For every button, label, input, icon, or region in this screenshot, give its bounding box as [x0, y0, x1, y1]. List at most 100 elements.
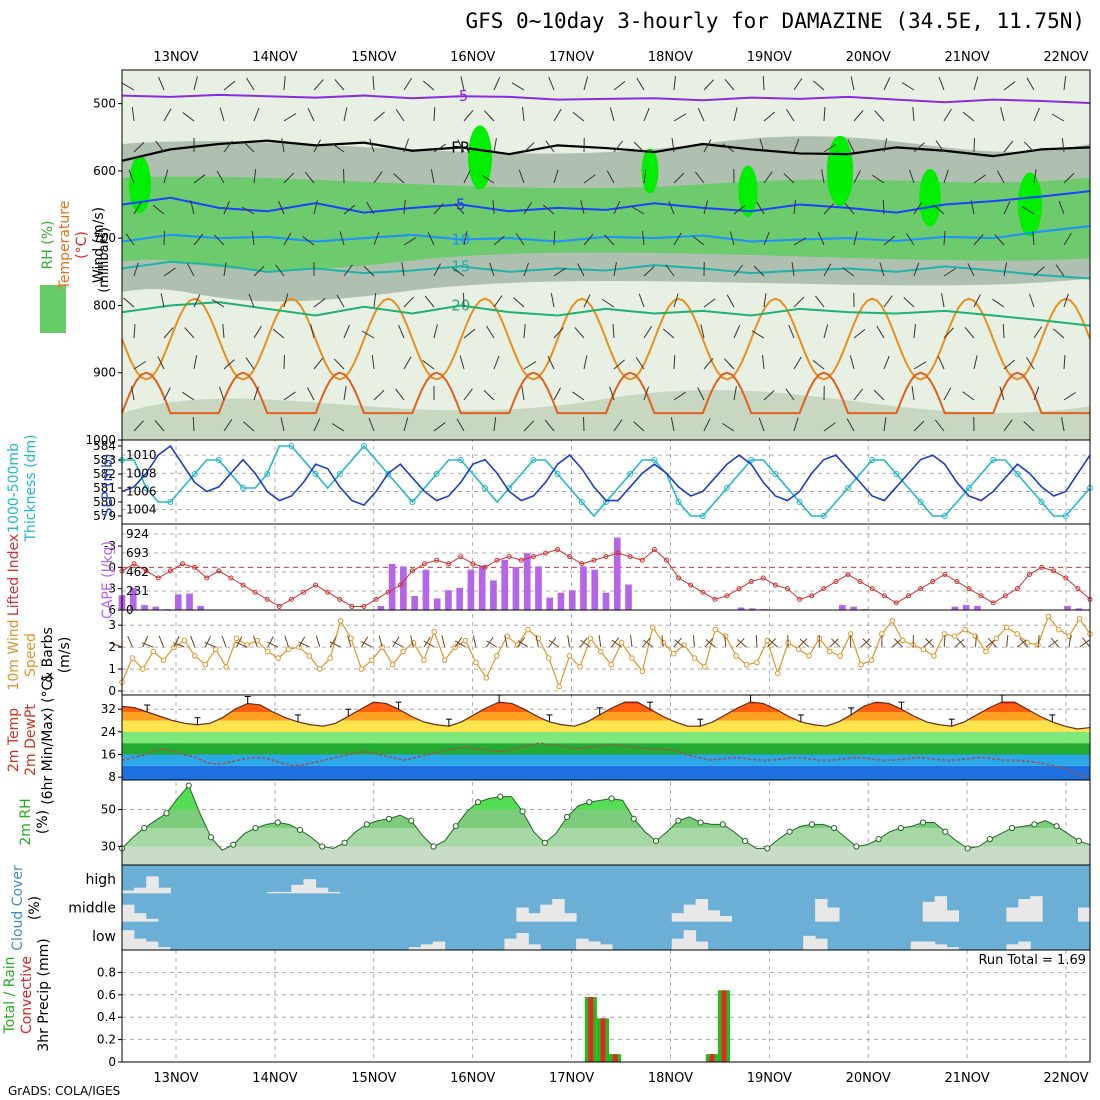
wind-barb [369, 138, 375, 153]
wind-barb [333, 358, 345, 370]
date-label-bottom: 16NOV [450, 1071, 495, 1086]
tick-label: 0 [108, 1055, 116, 1069]
wind-barb [243, 141, 255, 153]
rh-point [1075, 837, 1082, 845]
wind-barb [219, 107, 225, 122]
thickness-point [772, 471, 779, 477]
wind-barb [1063, 232, 1072, 246]
wind-barb [913, 262, 920, 277]
rh-point [207, 834, 215, 841]
wind-barb [643, 169, 647, 184]
cloud-cell-middle [815, 899, 828, 922]
cloud-cell-low [408, 947, 422, 950]
cloud-cell-low [122, 930, 135, 950]
wind-barb [493, 77, 501, 91]
li-point [349, 603, 355, 609]
wind-barb [218, 386, 225, 401]
rh-line [121, 784, 1091, 851]
wind-speed-point [140, 666, 146, 672]
wind-barb [373, 171, 383, 184]
wind-barb [973, 174, 986, 184]
wind-barb [253, 265, 265, 277]
wind-barb [583, 355, 588, 370]
wind-barb [283, 232, 292, 246]
wind-barb-10m [611, 639, 622, 648]
wind-barb [613, 419, 623, 432]
wind-barb [876, 325, 885, 339]
rh-point [452, 823, 459, 830]
thickness-point [845, 485, 851, 491]
wind-barb [154, 419, 165, 432]
li-point [228, 575, 234, 581]
date-label-bottom: 21NOV [945, 1071, 990, 1086]
wind-barb-10m [454, 636, 463, 648]
rh-moist-cell [738, 165, 758, 217]
wind-barb [547, 356, 555, 370]
wind-barb [572, 391, 585, 401]
temp-fill [122, 702, 1090, 780]
li-point [990, 600, 996, 606]
rh-point [252, 824, 259, 832]
wind-barb-10m [298, 636, 306, 648]
axis-label-group: 10m Wind Speed & Barbs (m/s) [6, 619, 73, 690]
wind-barb [883, 235, 896, 246]
date-label-bottom: 13NOV [153, 1071, 198, 1086]
wind-barb [791, 262, 795, 277]
slp-tick-label: 1010 [126, 448, 157, 462]
wind-barb-10m [893, 638, 903, 648]
wind-speed-point [264, 648, 271, 655]
wind-barb [962, 111, 975, 122]
wind-barb [313, 79, 324, 91]
wind-barb [943, 267, 957, 277]
date-label-bottom: 18NOV [648, 1071, 693, 1086]
precip-convective-bar [588, 997, 594, 1062]
rh-point [230, 841, 237, 848]
li-point [809, 593, 815, 599]
tick-label: 0.8 [97, 965, 116, 979]
cloud-cell-low [588, 941, 601, 950]
wind-barb [223, 359, 235, 370]
rh-point [497, 793, 504, 800]
wind-barb-10m [535, 635, 539, 648]
date-label-top: 16NOV [450, 50, 495, 65]
wind-barb [994, 234, 1005, 246]
date-label-top: 20NOV [846, 50, 891, 65]
wind-barb [844, 202, 855, 215]
wind-barb [901, 82, 915, 91]
cape-bar [422, 569, 430, 610]
wind-barb [373, 111, 385, 122]
li-point [434, 557, 440, 563]
wind-barb [483, 389, 495, 401]
li-point [422, 561, 427, 567]
wind-barb [823, 324, 829, 339]
thickness-point [240, 485, 246, 491]
wind-barb-10m [347, 635, 352, 648]
axis-label: Lifted Index [6, 534, 22, 616]
wind-barb-10m [1079, 639, 1090, 648]
wind-barb [403, 77, 413, 91]
wind-barb [398, 324, 405, 339]
wind-barb [190, 200, 195, 215]
wind-barb [703, 418, 711, 432]
rh-color-band [122, 846, 1090, 865]
rh-fill [122, 785, 1090, 865]
wind-barb [613, 359, 625, 370]
wind-barb [785, 108, 795, 122]
axis-label: (%) [35, 810, 51, 834]
wind-barb [758, 417, 765, 432]
rh-point [474, 799, 482, 806]
li-point [518, 557, 524, 563]
wind-barb [163, 169, 169, 184]
wind-barb [1053, 328, 1065, 339]
cape-bar [625, 584, 632, 610]
wind-barb [580, 200, 585, 215]
thickness-point [433, 471, 440, 477]
wind-barb-10m [1016, 639, 1027, 648]
cape-bar [174, 594, 182, 610]
wind-barb-10m [768, 638, 779, 648]
wind-barb-10m [127, 635, 133, 648]
wind-barb [304, 171, 315, 184]
wind-barb-10m [190, 635, 196, 648]
wind-barb [313, 357, 324, 370]
wind-barb [883, 295, 893, 308]
